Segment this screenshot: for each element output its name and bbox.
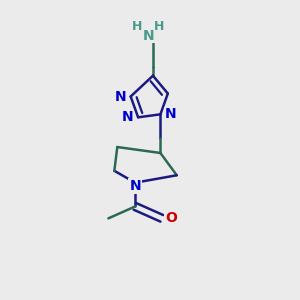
- Text: N: N: [115, 89, 126, 103]
- Text: N: N: [143, 28, 154, 43]
- Text: N: N: [122, 110, 134, 124]
- Text: H: H: [154, 20, 164, 33]
- Text: O: O: [165, 212, 177, 225]
- Text: H: H: [131, 20, 142, 33]
- Text: N: N: [129, 179, 141, 193]
- Text: N: N: [165, 107, 177, 121]
